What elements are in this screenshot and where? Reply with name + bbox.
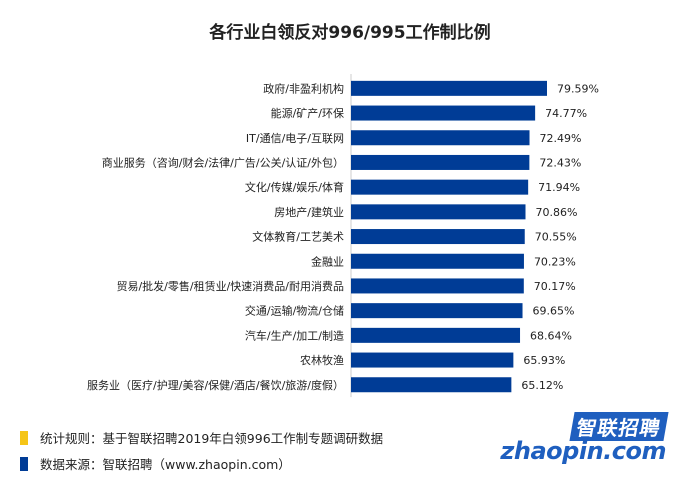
value-label: 79.59% [557, 82, 599, 95]
yellow-marker [20, 430, 28, 445]
logo-en-text: zhaopin.com [500, 437, 666, 465]
chart-title: 各行业白领反对996/995工作制比例 [209, 23, 491, 43]
category-label: IT/通信/电子/互联网 [246, 132, 344, 145]
zhaopin-logo: 智联招聘 zhaopin.com [500, 412, 669, 468]
category-label: 文体教育/工艺美术 [252, 230, 344, 244]
category-label: 服务业（医疗/护理/美容/保健/酒店/餐饮/旅游/度假） [87, 378, 344, 392]
category-label: 汽车/生产/加工/制造 [245, 328, 344, 342]
bar [351, 154, 530, 170]
value-label: 74.77% [545, 107, 587, 120]
blue-marker [20, 456, 28, 471]
value-label: 68.64% [530, 329, 572, 342]
bar [351, 253, 524, 269]
category-label: 金融业 [311, 254, 344, 268]
footer-rule: 统计规则：基于智联招聘2019年白领996工作制专题调研数据 [20, 428, 383, 447]
bar-chart: 政府/非盈利机构 79.59% 能源/矿产/环保 74.77% IT/通信/电子/互联网… [87, 74, 599, 398]
bar [351, 229, 525, 245]
category-label: 商业服务（咨询/财会/法律/广告/公关/认证/外包） [102, 155, 344, 169]
value-label: 71.94% [538, 181, 580, 194]
category-label: 交通/运输/物流/仓储 [245, 304, 344, 318]
category-label: 政府/非盈利机构 [263, 81, 344, 95]
footer-source: 数据来源：智联招聘（www.zhaopin.com） [20, 454, 291, 473]
value-label: 70.23% [534, 255, 576, 268]
bar [351, 327, 521, 343]
value-label: 70.86% [536, 206, 578, 219]
category-label: 能源/矿产/环保 [271, 106, 344, 120]
value-label: 72.43% [539, 156, 581, 169]
bar [351, 303, 523, 319]
bar [351, 352, 514, 368]
bar [351, 130, 530, 146]
category-label: 文化/传媒/娱乐/体育 [245, 180, 344, 194]
bar [351, 377, 512, 393]
value-label: 72.49% [540, 132, 582, 145]
category-label: 农林牧渔 [300, 353, 344, 367]
category-label: 贸易/批发/零售/租赁业/快速消费品/耐用消费品 [116, 279, 344, 293]
value-label: 69.65% [533, 305, 575, 318]
bar [351, 80, 547, 96]
value-label: 65.93% [523, 354, 565, 367]
value-label: 70.55% [535, 231, 577, 244]
bar [351, 278, 524, 294]
bar [351, 179, 529, 195]
value-label: 70.17% [534, 280, 576, 293]
bar [351, 204, 526, 220]
footer-rule-text: 统计规则：基于智联招聘2019年白领996工作制专题调研数据 [40, 431, 384, 446]
bar [351, 105, 536, 121]
category-label: 房地产/建筑业 [274, 205, 344, 219]
value-label: 65.12% [521, 379, 563, 392]
footer-source-text: 数据来源：智联招聘（www.zhaopin.com） [40, 457, 291, 472]
